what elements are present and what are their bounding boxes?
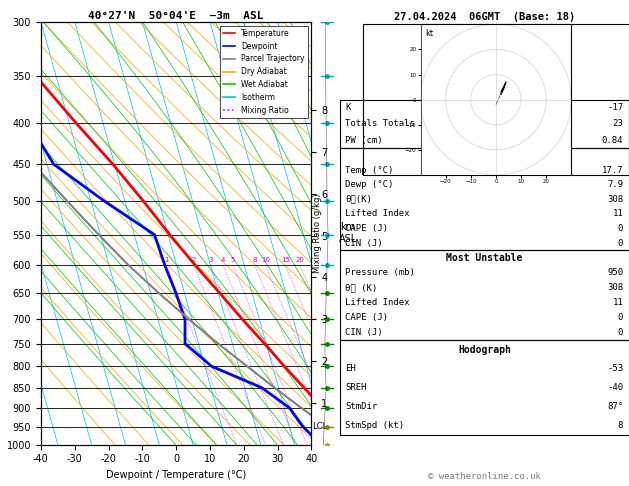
- Text: θᴇ(K): θᴇ(K): [345, 195, 372, 204]
- Text: 0.84: 0.84: [602, 136, 623, 145]
- Text: CAPE (J): CAPE (J): [345, 224, 389, 233]
- Bar: [340, 250, 629, 340]
- Title: 40°27'N  50°04'E  −3m  ASL: 40°27'N 50°04'E −3m ASL: [88, 11, 264, 21]
- Text: Most Unstable: Most Unstable: [446, 253, 523, 263]
- Text: K: K: [345, 103, 351, 112]
- Text: Dewp (°C): Dewp (°C): [345, 180, 394, 189]
- Bar: [340, 340, 629, 435]
- Text: -53: -53: [607, 364, 623, 373]
- Text: -17: -17: [607, 103, 623, 112]
- Bar: [340, 148, 629, 250]
- Text: 11: 11: [613, 209, 623, 218]
- Text: 27.04.2024  06GMT  (Base: 18): 27.04.2024 06GMT (Base: 18): [394, 12, 575, 22]
- Text: StmDir: StmDir: [345, 402, 377, 411]
- Text: Totals Totals: Totals Totals: [345, 120, 415, 128]
- Text: 17.7: 17.7: [602, 166, 623, 174]
- Text: Lifted Index: Lifted Index: [345, 209, 410, 218]
- Y-axis label: hPa: hPa: [0, 225, 1, 242]
- Text: 950: 950: [607, 268, 623, 278]
- Text: StmSpd (kt): StmSpd (kt): [345, 421, 404, 430]
- Y-axis label: km
ASL: km ASL: [339, 223, 357, 244]
- Text: Lifted Index: Lifted Index: [345, 298, 410, 307]
- Text: 0: 0: [618, 313, 623, 322]
- Text: CIN (J): CIN (J): [345, 328, 383, 337]
- Text: 5: 5: [231, 257, 235, 263]
- Text: kt: kt: [426, 29, 434, 38]
- Bar: [363, 24, 629, 175]
- Text: θᴇ (K): θᴇ (K): [345, 283, 377, 292]
- Text: 1: 1: [164, 257, 169, 263]
- Text: © weatheronline.co.uk: © weatheronline.co.uk: [428, 472, 541, 481]
- Text: 87°: 87°: [607, 402, 623, 411]
- Text: -40: -40: [607, 383, 623, 392]
- Text: 23: 23: [613, 120, 623, 128]
- Text: Pressure (mb): Pressure (mb): [345, 268, 415, 278]
- Text: 3: 3: [208, 257, 213, 263]
- Text: 4: 4: [221, 257, 225, 263]
- Text: 7.9: 7.9: [607, 180, 623, 189]
- Text: CAPE (J): CAPE (J): [345, 313, 389, 322]
- Text: 10: 10: [261, 257, 270, 263]
- Text: Mixing Ratio (g/kg): Mixing Ratio (g/kg): [313, 193, 321, 273]
- Text: 15: 15: [281, 257, 290, 263]
- Text: 0: 0: [618, 224, 623, 233]
- Text: 308: 308: [607, 283, 623, 292]
- X-axis label: Dewpoint / Temperature (°C): Dewpoint / Temperature (°C): [106, 470, 246, 480]
- Text: Surface: Surface: [464, 151, 505, 160]
- Text: PW (cm): PW (cm): [345, 136, 383, 145]
- Text: 11: 11: [613, 298, 623, 307]
- Text: 0: 0: [618, 328, 623, 337]
- Text: LCL: LCL: [313, 422, 328, 431]
- Text: Temp (°C): Temp (°C): [345, 166, 394, 174]
- Text: Hodograph: Hodograph: [458, 345, 511, 355]
- Text: 308: 308: [607, 195, 623, 204]
- Text: 8: 8: [252, 257, 257, 263]
- Text: EH: EH: [345, 364, 356, 373]
- Text: 0: 0: [618, 239, 623, 247]
- Legend: Temperature, Dewpoint, Parcel Trajectory, Dry Adiabat, Wet Adiabat, Isotherm, Mi: Temperature, Dewpoint, Parcel Trajectory…: [220, 26, 308, 118]
- Text: CIN (J): CIN (J): [345, 239, 383, 247]
- Bar: [340, 100, 629, 148]
- Text: 20: 20: [296, 257, 304, 263]
- Text: SREH: SREH: [345, 383, 367, 392]
- Text: 8: 8: [618, 421, 623, 430]
- Text: 2: 2: [191, 257, 196, 263]
